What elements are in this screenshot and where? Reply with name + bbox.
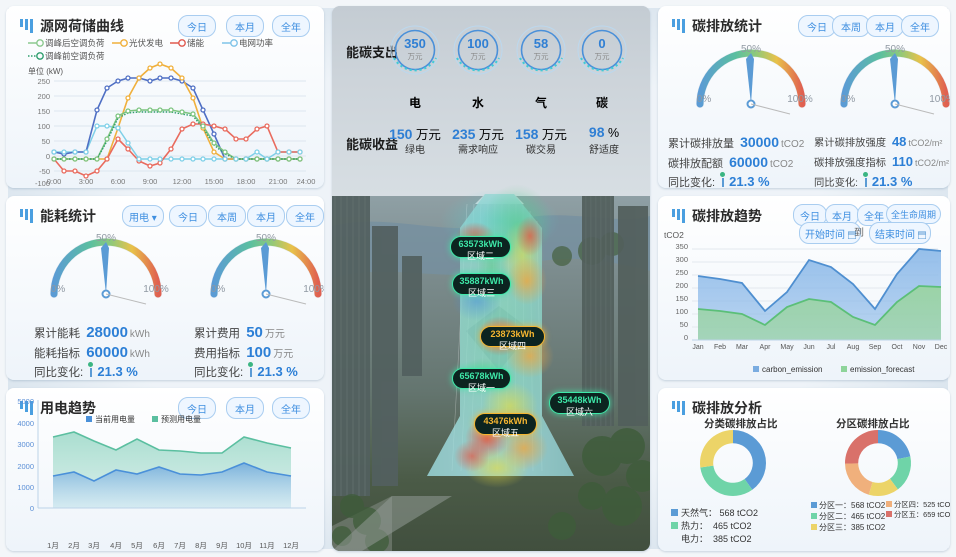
svg-text:200: 200 xyxy=(37,92,50,101)
svg-text:100: 100 xyxy=(467,36,489,51)
svg-text:Jan: Jan xyxy=(692,344,703,351)
svg-text:emission_forecast: emission_forecast xyxy=(850,365,915,374)
svg-text:9月: 9月 xyxy=(216,541,228,550)
svg-text:储能: 储能 xyxy=(187,38,205,48)
svg-text:300: 300 xyxy=(675,255,688,264)
svg-text:调峰前空调负荷: 调峰前空调负荷 xyxy=(45,51,105,61)
svg-text:350: 350 xyxy=(404,36,426,51)
svg-text:万元: 万元 xyxy=(534,52,549,61)
svg-text:单位 (kW): 单位 (kW) xyxy=(28,66,63,76)
svg-text:21:00: 21:00 xyxy=(269,177,288,186)
svg-text:Jun: Jun xyxy=(803,344,814,351)
svg-text:Dec: Dec xyxy=(935,344,948,351)
svg-text:当前用电量: 当前用电量 xyxy=(95,414,135,424)
svg-text:tCO2: tCO2 xyxy=(664,230,684,240)
svg-text:5月: 5月 xyxy=(131,541,143,550)
svg-text:58: 58 xyxy=(534,36,548,51)
svg-text:0%: 0% xyxy=(697,94,712,105)
svg-text:11月: 11月 xyxy=(259,541,274,550)
svg-text:0: 0 xyxy=(684,333,688,342)
svg-text:调峰后空调负荷: 调峰后空调负荷 xyxy=(45,38,105,48)
svg-text:4月: 4月 xyxy=(110,541,122,550)
svg-text:12月: 12月 xyxy=(283,541,299,550)
svg-text:0:00: 0:00 xyxy=(47,177,62,186)
svg-text:3月: 3月 xyxy=(88,541,100,550)
svg-text:100: 100 xyxy=(37,122,50,131)
svg-text:2000: 2000 xyxy=(17,462,34,471)
svg-text:100%: 100% xyxy=(929,94,950,105)
svg-text:15:00: 15:00 xyxy=(205,177,224,186)
svg-text:0%: 0% xyxy=(211,284,226,295)
svg-text:250: 250 xyxy=(37,77,50,86)
svg-text:6:00: 6:00 xyxy=(111,177,126,186)
svg-text:9:00: 9:00 xyxy=(143,177,158,186)
svg-text:2月: 2月 xyxy=(68,541,80,550)
svg-text:0: 0 xyxy=(30,504,34,513)
svg-text:Feb: Feb xyxy=(714,344,726,351)
svg-text:3000: 3000 xyxy=(17,440,34,449)
svg-text:电网功率: 电网功率 xyxy=(239,38,274,48)
svg-text:150: 150 xyxy=(37,107,50,116)
svg-text:4000: 4000 xyxy=(17,419,34,428)
svg-text:100%: 100% xyxy=(303,284,324,295)
svg-text:6月: 6月 xyxy=(153,541,165,550)
svg-text:Aug: Aug xyxy=(847,344,860,351)
svg-text:100: 100 xyxy=(675,307,688,316)
svg-text:万元: 万元 xyxy=(595,52,610,61)
svg-text:Nov: Nov xyxy=(913,344,926,351)
svg-text:250: 250 xyxy=(675,268,688,277)
svg-text:1000: 1000 xyxy=(17,483,34,492)
svg-text:Apr: Apr xyxy=(760,344,772,351)
svg-text:18:00: 18:00 xyxy=(237,177,256,186)
svg-text:0: 0 xyxy=(46,152,50,161)
svg-text:1月: 1月 xyxy=(47,541,59,550)
svg-text:carbon_emission: carbon_emission xyxy=(762,365,822,374)
svg-text:0%: 0% xyxy=(51,284,66,295)
svg-text:-50: -50 xyxy=(39,167,50,176)
svg-text:8月: 8月 xyxy=(195,541,207,550)
svg-text:Sep: Sep xyxy=(869,344,882,351)
svg-text:12:00: 12:00 xyxy=(173,177,192,186)
svg-text:光伏发电: 光伏发电 xyxy=(129,38,164,48)
svg-text:Oct: Oct xyxy=(892,344,903,351)
svg-text:0%: 0% xyxy=(841,94,856,105)
svg-text:350: 350 xyxy=(675,242,688,251)
svg-text:5000: 5000 xyxy=(17,397,34,406)
svg-text:May: May xyxy=(780,344,794,351)
svg-text:50: 50 xyxy=(42,137,50,146)
svg-text:10月: 10月 xyxy=(236,541,252,550)
svg-text:万元: 万元 xyxy=(408,52,423,61)
svg-text:200: 200 xyxy=(675,281,688,290)
svg-text:Mar: Mar xyxy=(736,344,749,351)
svg-text:50: 50 xyxy=(680,320,688,329)
svg-text:预测用电量: 预测用电量 xyxy=(161,414,201,424)
svg-text:万元: 万元 xyxy=(471,52,486,61)
svg-text:7月: 7月 xyxy=(174,541,186,550)
svg-text:Jul: Jul xyxy=(827,344,836,351)
svg-text:100%: 100% xyxy=(143,284,169,295)
svg-text:0: 0 xyxy=(598,36,605,51)
svg-text:24:00: 24:00 xyxy=(297,177,316,186)
svg-text:150: 150 xyxy=(675,294,688,303)
svg-text:100%: 100% xyxy=(787,94,813,105)
